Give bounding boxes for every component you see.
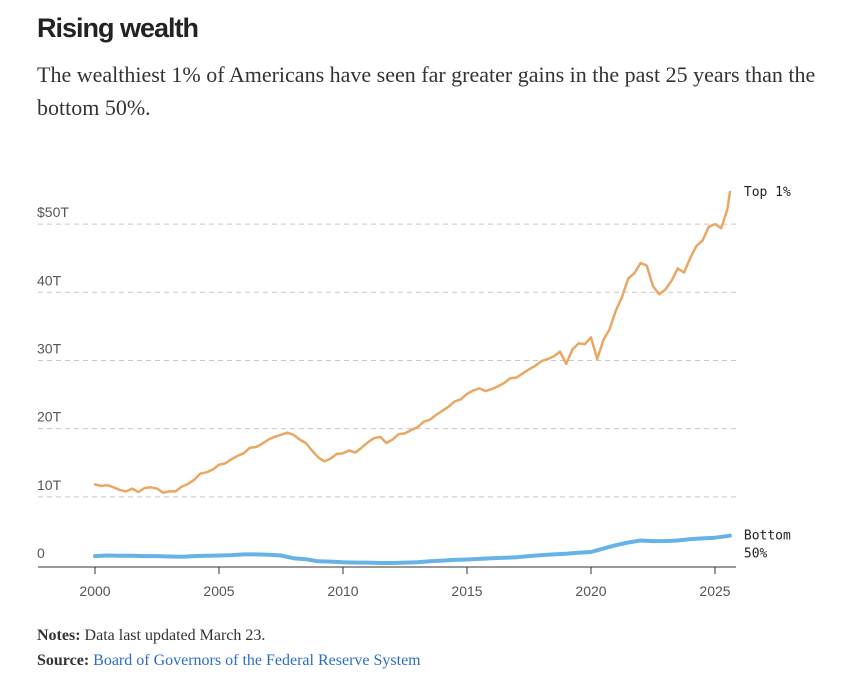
source-line: Source: Board of Governors of the Federa…	[37, 648, 421, 673]
source-link[interactable]: Board of Governors of the Federal Reserv…	[93, 652, 421, 669]
series-line-bottom-50	[93, 533, 732, 565]
source-label: Source:	[37, 652, 90, 669]
y-tick-label: $50T	[37, 204, 69, 220]
line-chart: 0 10T 20T 30T 40T $50T 2000 2005 2010 2015 2020 202…	[37, 185, 791, 599]
series-label-line: 50%	[744, 547, 768, 562]
chart-title: Rising wealth	[37, 13, 199, 43]
x-tick-label: 2025	[699, 583, 730, 599]
y-tick-label: 40T	[37, 272, 62, 288]
series-label-bottom-50: Bottom 50%	[744, 529, 791, 562]
series-label-top-1: Top 1%	[744, 185, 791, 200]
series-line-top-1	[93, 190, 732, 494]
y-tick-label: 30T	[37, 340, 62, 356]
x-tick-label: 2005	[203, 583, 234, 599]
chart-subtitle: The wealthiest 1% of Americans have seen…	[37, 62, 816, 120]
notes-text: Data last updated March 23.	[84, 627, 266, 644]
chart-footer: Notes: Data last updated March 23. Sourc…	[37, 623, 421, 673]
y-tick-label: 0	[37, 545, 45, 561]
x-tick-label: 2015	[451, 583, 482, 599]
y-tick-label: 20T	[37, 409, 62, 425]
series-label-line: Bottom	[744, 529, 791, 544]
y-tick-label: 10T	[37, 477, 62, 493]
x-tick-label: 2000	[79, 583, 110, 599]
series-label-line: Top 1%	[744, 185, 791, 200]
notes-line: Notes: Data last updated March 23.	[37, 623, 421, 648]
x-tick-label: 2010	[327, 583, 358, 599]
notes-label: Notes:	[37, 627, 81, 644]
x-tick-label: 2020	[575, 583, 606, 599]
